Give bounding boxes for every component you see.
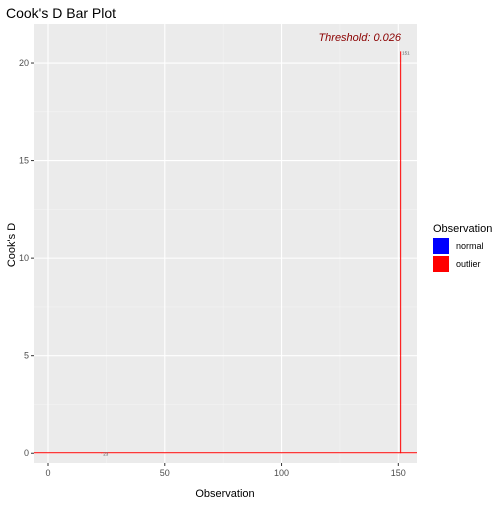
legend-key-outlier	[433, 256, 449, 272]
chart-title: Cook's D Bar Plot	[6, 5, 116, 21]
panel-background	[34, 24, 417, 463]
y-tick-label: 10	[19, 253, 29, 263]
y-tick-label: 15	[19, 156, 29, 166]
y-tick-label: 20	[19, 58, 29, 68]
x-tick-label: 150	[391, 468, 406, 478]
y-axis-label: Cook's D	[6, 223, 18, 267]
x-axis-label: Observation	[195, 488, 254, 500]
x-tick-label: 100	[274, 468, 289, 478]
legend-title: Observation	[433, 223, 492, 235]
x-tick-label: 0	[46, 468, 51, 478]
threshold-label: Threshold: 0.026	[318, 32, 401, 44]
bar-label-23: 23	[103, 452, 109, 457]
x-tick-label: 50	[160, 468, 170, 478]
legend-label-normal: normal	[456, 241, 484, 251]
y-tick-label: 0	[24, 448, 29, 458]
bar-label-151: 151	[402, 50, 410, 55]
axes: 0 50 100 150 0 5 10 15 20	[19, 58, 406, 478]
y-tick-label: 5	[24, 351, 29, 361]
chart-marks: 23 151 Threshold: 0.026	[34, 32, 417, 457]
legend-key-normal	[433, 238, 449, 254]
legend-label-outlier: outlier	[456, 259, 481, 269]
legend: Observation normal outlier	[433, 223, 492, 272]
plot-panel	[34, 24, 417, 463]
